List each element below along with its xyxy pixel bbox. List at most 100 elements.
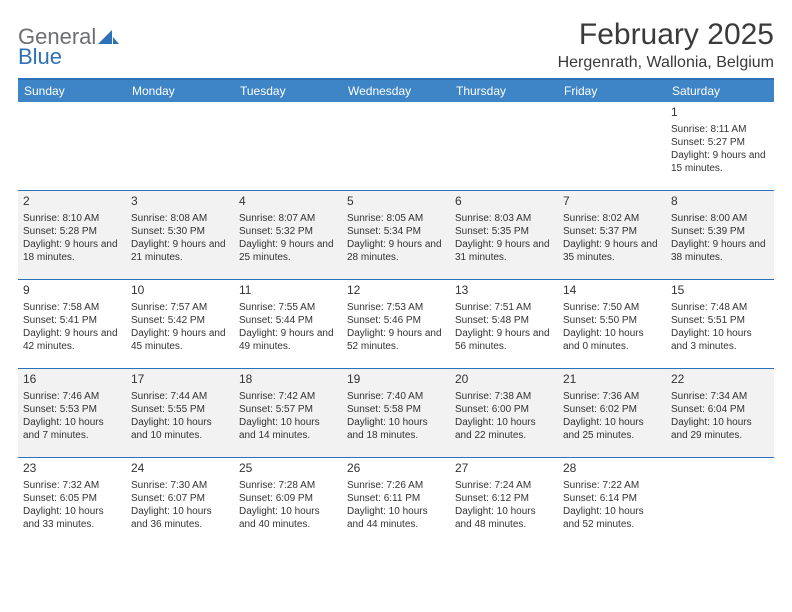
dow-sunday: Sunday	[18, 80, 126, 102]
sunrise-line: Sunrise: 8:10 AM	[23, 212, 121, 225]
day-cell: 14 Sunrise: 7:50 AMSunset: 5:50 PMDayligh…	[558, 280, 666, 368]
logo-text: General Blue	[18, 24, 120, 70]
sunrise-line: Sunrise: 7:34 AM	[671, 390, 769, 403]
day-number: 28	[563, 461, 661, 477]
day-cell: 2 Sunrise: 8:10 AMSunset: 5:28 PMDaylight…	[18, 191, 126, 279]
day-number: 8	[671, 194, 769, 210]
daylight-line: Daylight: 10 hours and 29 minutes.	[671, 416, 769, 442]
day-number: 23	[23, 461, 121, 477]
sunset-line: Sunset: 5:34 PM	[347, 225, 445, 238]
daylight-line: Daylight: 10 hours and 44 minutes.	[347, 505, 445, 531]
sunset-line: Sunset: 5:51 PM	[671, 314, 769, 327]
daylight-line: Daylight: 9 hours and 18 minutes.	[23, 238, 121, 264]
sunrise-line: Sunrise: 7:55 AM	[239, 301, 337, 314]
daylight-line: Daylight: 10 hours and 10 minutes.	[131, 416, 229, 442]
sunset-line: Sunset: 5:53 PM	[23, 403, 121, 416]
sunrise-line: Sunrise: 8:02 AM	[563, 212, 661, 225]
sunrise-line: Sunrise: 7:57 AM	[131, 301, 229, 314]
sunrise-line: Sunrise: 8:07 AM	[239, 212, 337, 225]
empty-cell	[234, 102, 342, 190]
day-number: 7	[563, 194, 661, 210]
sunset-line: Sunset: 6:11 PM	[347, 492, 445, 505]
daylight-line: Daylight: 9 hours and 25 minutes.	[239, 238, 337, 264]
daylight-line: Daylight: 9 hours and 45 minutes.	[131, 327, 229, 353]
daylight-line: Daylight: 10 hours and 33 minutes.	[23, 505, 121, 531]
daylight-line: Daylight: 10 hours and 36 minutes.	[131, 505, 229, 531]
daylight-line: Daylight: 10 hours and 14 minutes.	[239, 416, 337, 442]
daylight-line: Daylight: 10 hours and 3 minutes.	[671, 327, 769, 353]
dow-tuesday: Tuesday	[234, 80, 342, 102]
sunset-line: Sunset: 6:05 PM	[23, 492, 121, 505]
day-cell: 12Sunrise: 7:53 AMSunset: 5:46 PMDayligh…	[342, 280, 450, 368]
sunset-line: Sunset: 5:28 PM	[23, 225, 121, 238]
empty-cell	[450, 102, 558, 190]
sunrise-line: Sunrise: 7:38 AM	[455, 390, 553, 403]
day-cell: 4Sunrise: 8:07 AMSunset: 5:32 PMDaylight…	[234, 191, 342, 279]
sunrise-line: Sunrise: 8:00 AM	[671, 212, 769, 225]
day-cell: 10Sunrise: 7:57 AMSunset: 5:42 PMDayligh…	[126, 280, 234, 368]
day-number: 11	[239, 283, 337, 299]
day-cell: 1Sunrise: 8:11 AMSunset: 5:27 PMDaylight…	[666, 102, 774, 190]
sunrise-line: Sunrise: 7:51 AM	[455, 301, 553, 314]
day-number: 16	[23, 372, 121, 388]
daylight-line: Daylight: 9 hours and 49 minutes.	[239, 327, 337, 353]
logo-sail-icon	[98, 28, 120, 46]
day-number: 15	[671, 283, 769, 299]
sunset-line: Sunset: 6:14 PM	[563, 492, 661, 505]
day-number: 1	[671, 105, 769, 121]
title-block: February 2025 Hergenrath, Wallonia, Belg…	[558, 18, 774, 72]
empty-cell	[666, 458, 774, 546]
day-cell: 13Sunrise: 7:51 AMSunset: 5:48 PMDayligh…	[450, 280, 558, 368]
dow-friday: Friday	[558, 80, 666, 102]
daylight-line: Daylight: 9 hours and 35 minutes.	[563, 238, 661, 264]
logo-word-blue: Blue	[18, 44, 62, 69]
empty-cell	[558, 102, 666, 190]
sunset-line: Sunset: 5:57 PM	[239, 403, 337, 416]
sunset-line: Sunset: 6:09 PM	[239, 492, 337, 505]
sunrise-line: Sunrise: 7:32 AM	[23, 479, 121, 492]
sunrise-line: Sunrise: 8:05 AM	[347, 212, 445, 225]
day-number: 21	[563, 372, 661, 388]
sunrise-line: Sunrise: 7:50 AM	[563, 301, 661, 314]
day-number: 3	[131, 194, 229, 210]
sunrise-line: Sunrise: 7:36 AM	[563, 390, 661, 403]
sunrise-line: Sunrise: 7:22 AM	[563, 479, 661, 492]
day-number: 17	[131, 372, 229, 388]
sunrise-line: Sunrise: 7:24 AM	[455, 479, 553, 492]
sunset-line: Sunset: 5:30 PM	[131, 225, 229, 238]
sunrise-line: Sunrise: 7:44 AM	[131, 390, 229, 403]
dow-header-row: Sunday Monday Tuesday Wednesday Thursday…	[18, 80, 774, 102]
sunrise-line: Sunrise: 8:08 AM	[131, 212, 229, 225]
day-number: 22	[671, 372, 769, 388]
day-number: 2	[23, 194, 121, 210]
sunset-line: Sunset: 5:32 PM	[239, 225, 337, 238]
daylight-line: Daylight: 9 hours and 21 minutes.	[131, 238, 229, 264]
sunrise-line: Sunrise: 7:40 AM	[347, 390, 445, 403]
daylight-line: Daylight: 10 hours and 40 minutes.	[239, 505, 337, 531]
day-cell: 7Sunrise: 8:02 AMSunset: 5:37 PMDaylight…	[558, 191, 666, 279]
sunrise-line: Sunrise: 7:30 AM	[131, 479, 229, 492]
month-title: February 2025	[558, 18, 774, 52]
day-number: 20	[455, 372, 553, 388]
sunset-line: Sunset: 6:07 PM	[131, 492, 229, 505]
day-number: 13	[455, 283, 553, 299]
daylight-line: Daylight: 9 hours and 31 minutes.	[455, 238, 553, 264]
sunset-line: Sunset: 5:39 PM	[671, 225, 769, 238]
sunrise-line: Sunrise: 7:53 AM	[347, 301, 445, 314]
day-cell: 3 Sunrise: 8:08 AMSunset: 5:30 PMDaylight…	[126, 191, 234, 279]
day-cell: 27Sunrise: 7:24 AMSunset: 6:12 PMDayligh…	[450, 458, 558, 546]
day-cell: 6Sunrise: 8:03 AMSunset: 5:35 PMDaylight…	[450, 191, 558, 279]
sunset-line: Sunset: 5:48 PM	[455, 314, 553, 327]
day-number: 14	[563, 283, 661, 299]
sunset-line: Sunset: 5:27 PM	[671, 136, 769, 149]
day-number: 9	[23, 283, 121, 299]
sunrise-line: Sunrise: 8:03 AM	[455, 212, 553, 225]
day-cell: 20Sunrise: 7:38 AMSunset: 6:00 PMDayligh…	[450, 369, 558, 457]
dow-saturday: Saturday	[666, 80, 774, 102]
daylight-line: Daylight: 10 hours and 0 minutes.	[563, 327, 661, 353]
dow-monday: Monday	[126, 80, 234, 102]
day-cell: 9Sunrise: 7:58 AMSunset: 5:41 PMDaylight…	[18, 280, 126, 368]
empty-cell	[18, 102, 126, 190]
sunset-line: Sunset: 5:50 PM	[563, 314, 661, 327]
daylight-line: Daylight: 10 hours and 7 minutes.	[23, 416, 121, 442]
